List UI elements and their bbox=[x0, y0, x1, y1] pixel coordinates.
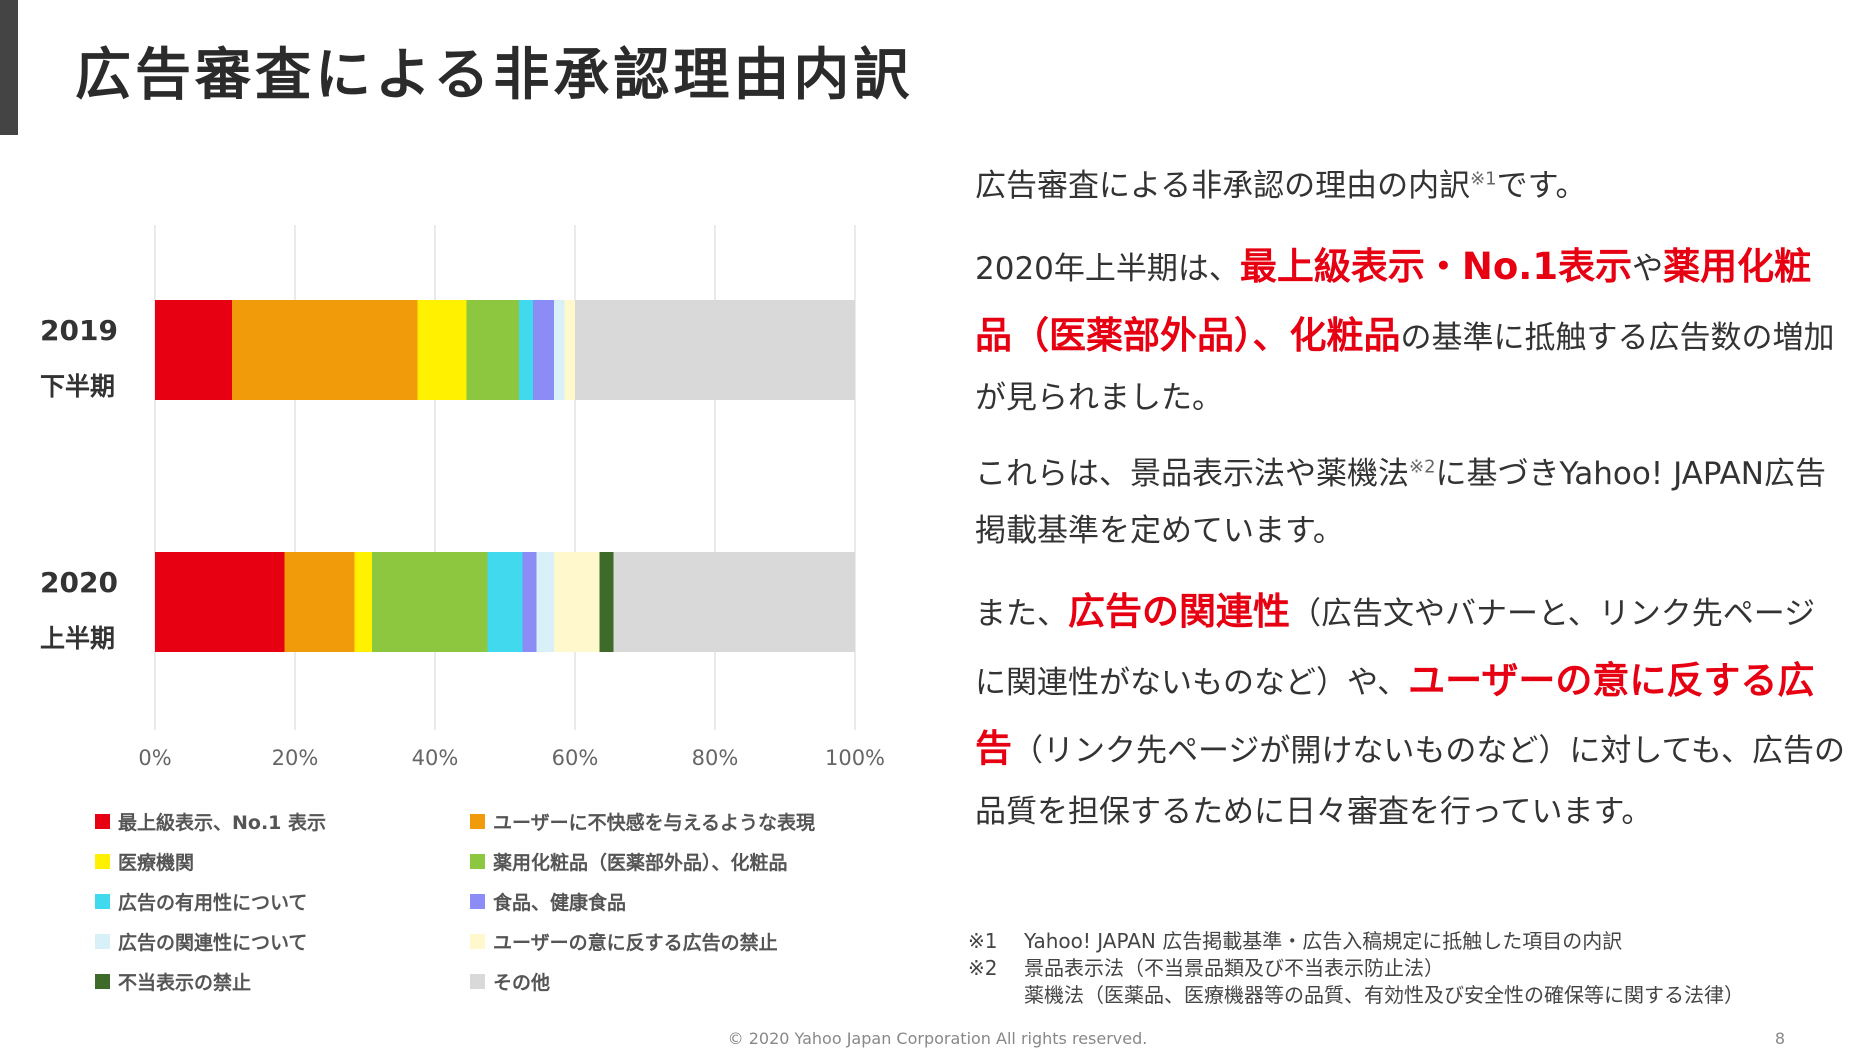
x-tick-label: 40% bbox=[412, 746, 459, 770]
legend-item: 食品、健康食品 bbox=[470, 888, 626, 915]
body-text-run: です。 bbox=[1496, 168, 1587, 204]
paragraph-basis: これらは、景品表示法や薬機法※2に基づきYahoo! JAPAN広告掲載基準を定… bbox=[975, 446, 1845, 561]
bar-segment bbox=[522, 552, 537, 652]
bar-segment bbox=[155, 552, 285, 652]
bar-segment bbox=[466, 300, 519, 400]
legend-label: その他 bbox=[493, 972, 551, 994]
x-tick-label: 100% bbox=[825, 746, 885, 770]
footnote-ref: ※2 bbox=[1409, 456, 1436, 478]
x-tick-label: 80% bbox=[692, 746, 739, 770]
bar-segment bbox=[284, 552, 355, 652]
legend-item: 薬用化粧品（医薬部外品）、化粧品 bbox=[470, 848, 788, 875]
bar-segment bbox=[599, 552, 614, 652]
highlight-text: 薬用化粧品（医薬部外品）、化粧品 bbox=[975, 245, 1812, 357]
legend-label: 不当表示の禁止 bbox=[118, 972, 252, 994]
bar-segment bbox=[519, 300, 533, 400]
legend-swatch bbox=[470, 934, 485, 949]
footnote-2-line-2: 薬機法（医薬品、医療機器等の品質、有効性及び安全性の確保等に関する法律） bbox=[1024, 983, 1744, 1007]
slide-title: 広告審査による非承認理由内訳 bbox=[75, 43, 914, 108]
body-text-run: （リンク先ページが開けないものなど）に対しても、広告の品質を担保するために日々審… bbox=[975, 733, 1845, 830]
legend-label: 広告の有用性について bbox=[118, 892, 308, 914]
description-text: 広告審査による非承認の理由の内訳※1です。 2020年上半期は、最上級表示・No… bbox=[975, 158, 1845, 841]
legend-label: ユーザーの意に反する広告の禁止 bbox=[493, 932, 778, 954]
bar-segment bbox=[533, 300, 554, 400]
highlight-text: 広告の関連性 bbox=[1068, 590, 1290, 634]
category-label-year: 2019 bbox=[40, 314, 118, 347]
bar-segment bbox=[554, 300, 565, 400]
body-text-run: の基準に抵触する広告数の増加が見られました。 bbox=[975, 319, 1835, 417]
footnote-1-text: Yahoo! JAPAN 広告掲載基準・広告入稿規定に抵触した項目の内訳 bbox=[1024, 929, 1623, 953]
footnote-1: ※1 Yahoo! JAPAN 広告掲載基準・広告入稿規定に抵触した項目の内訳 bbox=[968, 928, 1848, 955]
legend-item: その他 bbox=[470, 968, 550, 995]
bar-segment bbox=[417, 300, 467, 400]
bar-segment bbox=[372, 552, 488, 652]
footnote-ref: ※1 bbox=[1470, 168, 1497, 190]
body-text-run: 2020年上半期は、 bbox=[975, 251, 1240, 288]
bar-segment bbox=[354, 552, 372, 652]
legend-label: 医療機関 bbox=[118, 852, 195, 874]
body-text-run: （広告文やバナーと、リンク先ページに関連性がないものなど）や、 bbox=[975, 596, 1816, 701]
x-tick-label: 60% bbox=[552, 746, 599, 770]
stacked-bar-chart: 0% 20% 40% 60% 80% 100% 2019 下半期 2020 上半期 bbox=[40, 225, 885, 770]
bar-segment bbox=[564, 300, 575, 400]
category-label-period: 下半期 bbox=[40, 372, 115, 401]
paragraph-review: また、広告の関連性（広告文やバナーと、リンク先ページに関連性がないものなど）や、… bbox=[975, 578, 1845, 841]
legend-swatch bbox=[95, 974, 110, 989]
bar-segment bbox=[536, 552, 554, 652]
paragraph-intro: 広告審査による非承認の理由の内訳※1です。 bbox=[975, 158, 1845, 215]
body-text-run: や bbox=[1632, 251, 1664, 288]
legend-item: 広告の有用性について bbox=[95, 888, 307, 915]
legend-swatch bbox=[470, 854, 485, 869]
category-label-period: 上半期 bbox=[40, 624, 115, 653]
legend-item: 広告の関連性について bbox=[95, 928, 307, 955]
body-text-run: 広告審査による非承認の理由の内訳 bbox=[975, 168, 1471, 204]
footnote-2: ※2 景品表示法（不当景品類及び不当表示防止法） bbox=[968, 955, 1848, 982]
legend-swatch bbox=[95, 934, 110, 949]
legend-swatch bbox=[470, 974, 485, 989]
bar-segment bbox=[232, 300, 418, 400]
legend-label: ユーザーに不快感を与えるような表現 bbox=[493, 812, 816, 834]
legend-swatch bbox=[470, 814, 485, 829]
legend-swatch bbox=[470, 894, 485, 909]
bar-segment bbox=[613, 552, 855, 652]
legend-swatch bbox=[95, 854, 110, 869]
bar-segment bbox=[487, 552, 523, 652]
x-tick-label: 20% bbox=[272, 746, 319, 770]
legend-item: 最上級表示、No.1 表示 bbox=[95, 808, 326, 835]
legend-item: 不当表示の禁止 bbox=[95, 968, 251, 995]
legend-label: 最上級表示、No.1 表示 bbox=[118, 812, 327, 834]
x-tick-label: 0% bbox=[138, 746, 171, 770]
footnote-2-line-1: 景品表示法（不当景品類及び不当表示防止法） bbox=[1024, 956, 1444, 980]
title-accent-bar bbox=[0, 0, 18, 135]
body-text-run: これらは、景品表示法や薬機法 bbox=[975, 455, 1409, 492]
highlight-text: 最上級表示・No.1表示 bbox=[1239, 245, 1633, 289]
body-text-run: に基づきYahoo! JAPAN広告掲載基準を定めています。 bbox=[975, 455, 1826, 549]
footnote-2-mark: ※2 bbox=[968, 956, 998, 980]
highlight-text: ユーザーの意に反する広告 bbox=[975, 658, 1815, 771]
legend-item: ユーザーに不快感を与えるような表現 bbox=[470, 808, 815, 835]
copyright: © 2020 Yahoo Japan Corporation All right… bbox=[727, 1029, 1148, 1048]
bar-segment bbox=[554, 552, 600, 652]
category-label-year: 2020 bbox=[40, 566, 118, 599]
page-number: 8 bbox=[1774, 1029, 1785, 1048]
footnotes: ※1 Yahoo! JAPAN 広告掲載基準・広告入稿規定に抵触した項目の内訳 ※… bbox=[968, 928, 1848, 1009]
legend-label: 薬用化粧品（医薬部外品）、化粧品 bbox=[493, 852, 788, 874]
legend-label: 食品、健康食品 bbox=[493, 892, 627, 914]
body-text-run: また、 bbox=[975, 596, 1068, 633]
footnote-1-mark: ※1 bbox=[968, 929, 998, 953]
legend-item: ユーザーの意に反する広告の禁止 bbox=[470, 928, 778, 955]
bar-segment bbox=[575, 300, 855, 400]
legend-swatch bbox=[95, 894, 110, 909]
legend-item: 医療機関 bbox=[95, 848, 194, 875]
legend-label: 広告の関連性について bbox=[118, 932, 308, 954]
paragraph-trend: 2020年上半期は、最上級表示・No.1表示や薬用化粧品（医薬部外品）、化粧品の… bbox=[975, 233, 1845, 427]
legend-swatch bbox=[95, 814, 110, 829]
bar-segment bbox=[155, 300, 232, 400]
